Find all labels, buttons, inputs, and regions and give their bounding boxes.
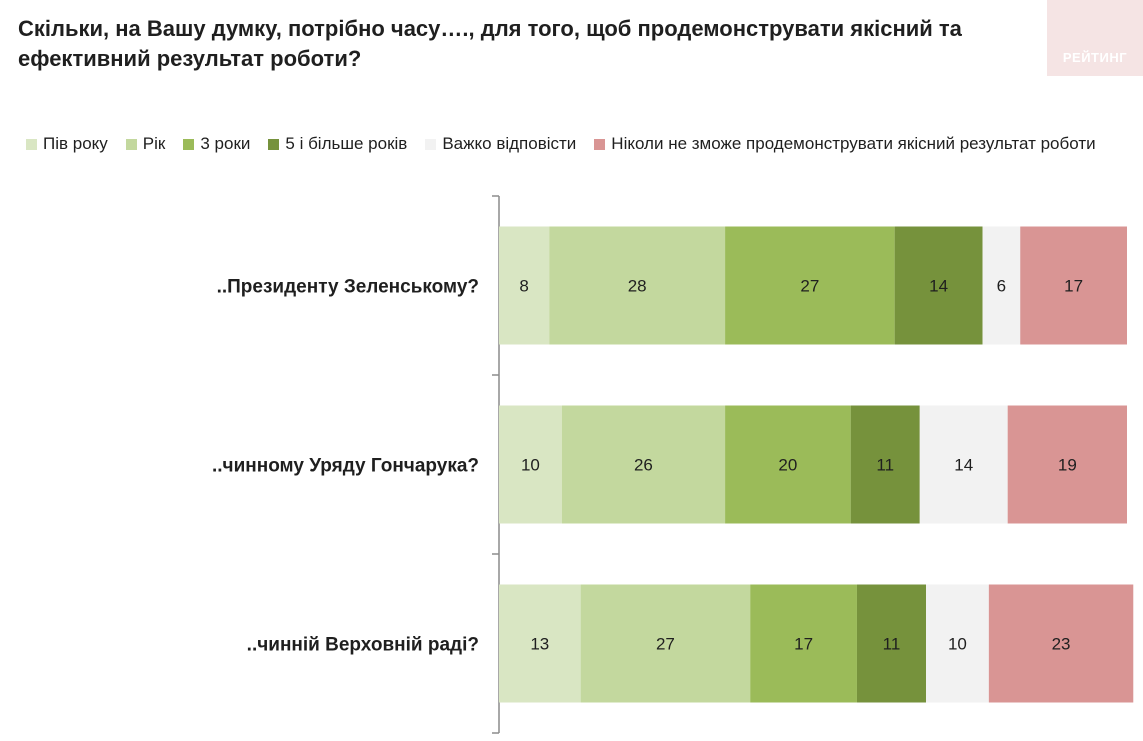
bar-segment (1007, 405, 1127, 524)
data-label: 26 (634, 456, 653, 475)
legend-label: Важко відповісти (442, 134, 577, 153)
data-label: 20 (778, 456, 797, 475)
bar-segment (926, 584, 989, 703)
bar-segment (850, 405, 920, 524)
legend-swatch (183, 138, 195, 150)
legend-label: Ніколи не зможе продемонструвати якісний… (611, 134, 1096, 153)
legend-swatch (425, 138, 437, 150)
legend-item: 5 і більше років (268, 134, 407, 154)
bar-segment (725, 226, 895, 345)
data-label: 23 (1052, 635, 1071, 654)
bar-segment (725, 405, 851, 524)
bar-segment (549, 226, 726, 345)
data-label: 11 (883, 635, 901, 654)
bar-segment (580, 584, 751, 703)
data-label: 11 (876, 456, 894, 475)
data-label: 19 (1058, 456, 1077, 475)
legend-item: 3 роки (183, 134, 250, 154)
chart-legend: Пів року Рік 3 роки 5 і більше років Важко в… (26, 133, 1114, 155)
data-label: 27 (800, 277, 819, 296)
category-label: ..Президенту Зеленському? (217, 277, 479, 298)
bar-segment (561, 405, 726, 524)
legend-swatch (26, 138, 37, 150)
legend-item: Ніколи не зможе продемонструвати якісний… (594, 134, 1096, 154)
data-label: 14 (954, 456, 973, 475)
data-label: 27 (656, 635, 675, 654)
data-label: 17 (1064, 277, 1083, 296)
bar-segment (856, 584, 927, 703)
legend-swatch (125, 138, 137, 150)
data-label: 17 (794, 635, 813, 654)
rating-logo-text: РЕЙТИНГ (1062, 50, 1128, 65)
data-label: 10 (521, 456, 540, 475)
data-label: 10 (948, 635, 967, 654)
legend-label: 3 роки (200, 134, 251, 153)
data-label: 13 (530, 635, 549, 654)
data-label: 14 (929, 277, 948, 296)
bar-segment (750, 584, 857, 703)
data-label: 8 (519, 277, 528, 296)
bar-segment (1020, 226, 1127, 345)
legend-item: Важко відповісти (425, 134, 576, 154)
bar-segment (499, 226, 550, 345)
rating-logo: РЕЙТИНГ (1047, 0, 1143, 76)
category-label: ..чинному Уряду Гончарука? (212, 456, 479, 477)
legend-item: Рік (125, 134, 166, 154)
data-label: 6 (997, 277, 1006, 296)
bar-segment (499, 405, 562, 524)
bar-segment (919, 405, 1008, 524)
bar-segment (982, 226, 1021, 345)
bar-segment (894, 226, 983, 345)
legend-item: Пів року (26, 134, 108, 154)
legend-label: Пів року (43, 134, 108, 153)
chart-title: Скільки, на Вашу думку, потрібно часу….,… (18, 16, 962, 71)
legend-label: Рік (142, 134, 166, 153)
legend-label: 5 і більше років (285, 134, 408, 153)
bar-segment (499, 584, 581, 703)
legend-swatch (594, 138, 606, 150)
legend-swatch (268, 138, 280, 150)
bar-segment (988, 584, 1134, 703)
category-label: ..чинній Верховній раді? (247, 635, 479, 656)
data-label: 28 (628, 277, 647, 296)
